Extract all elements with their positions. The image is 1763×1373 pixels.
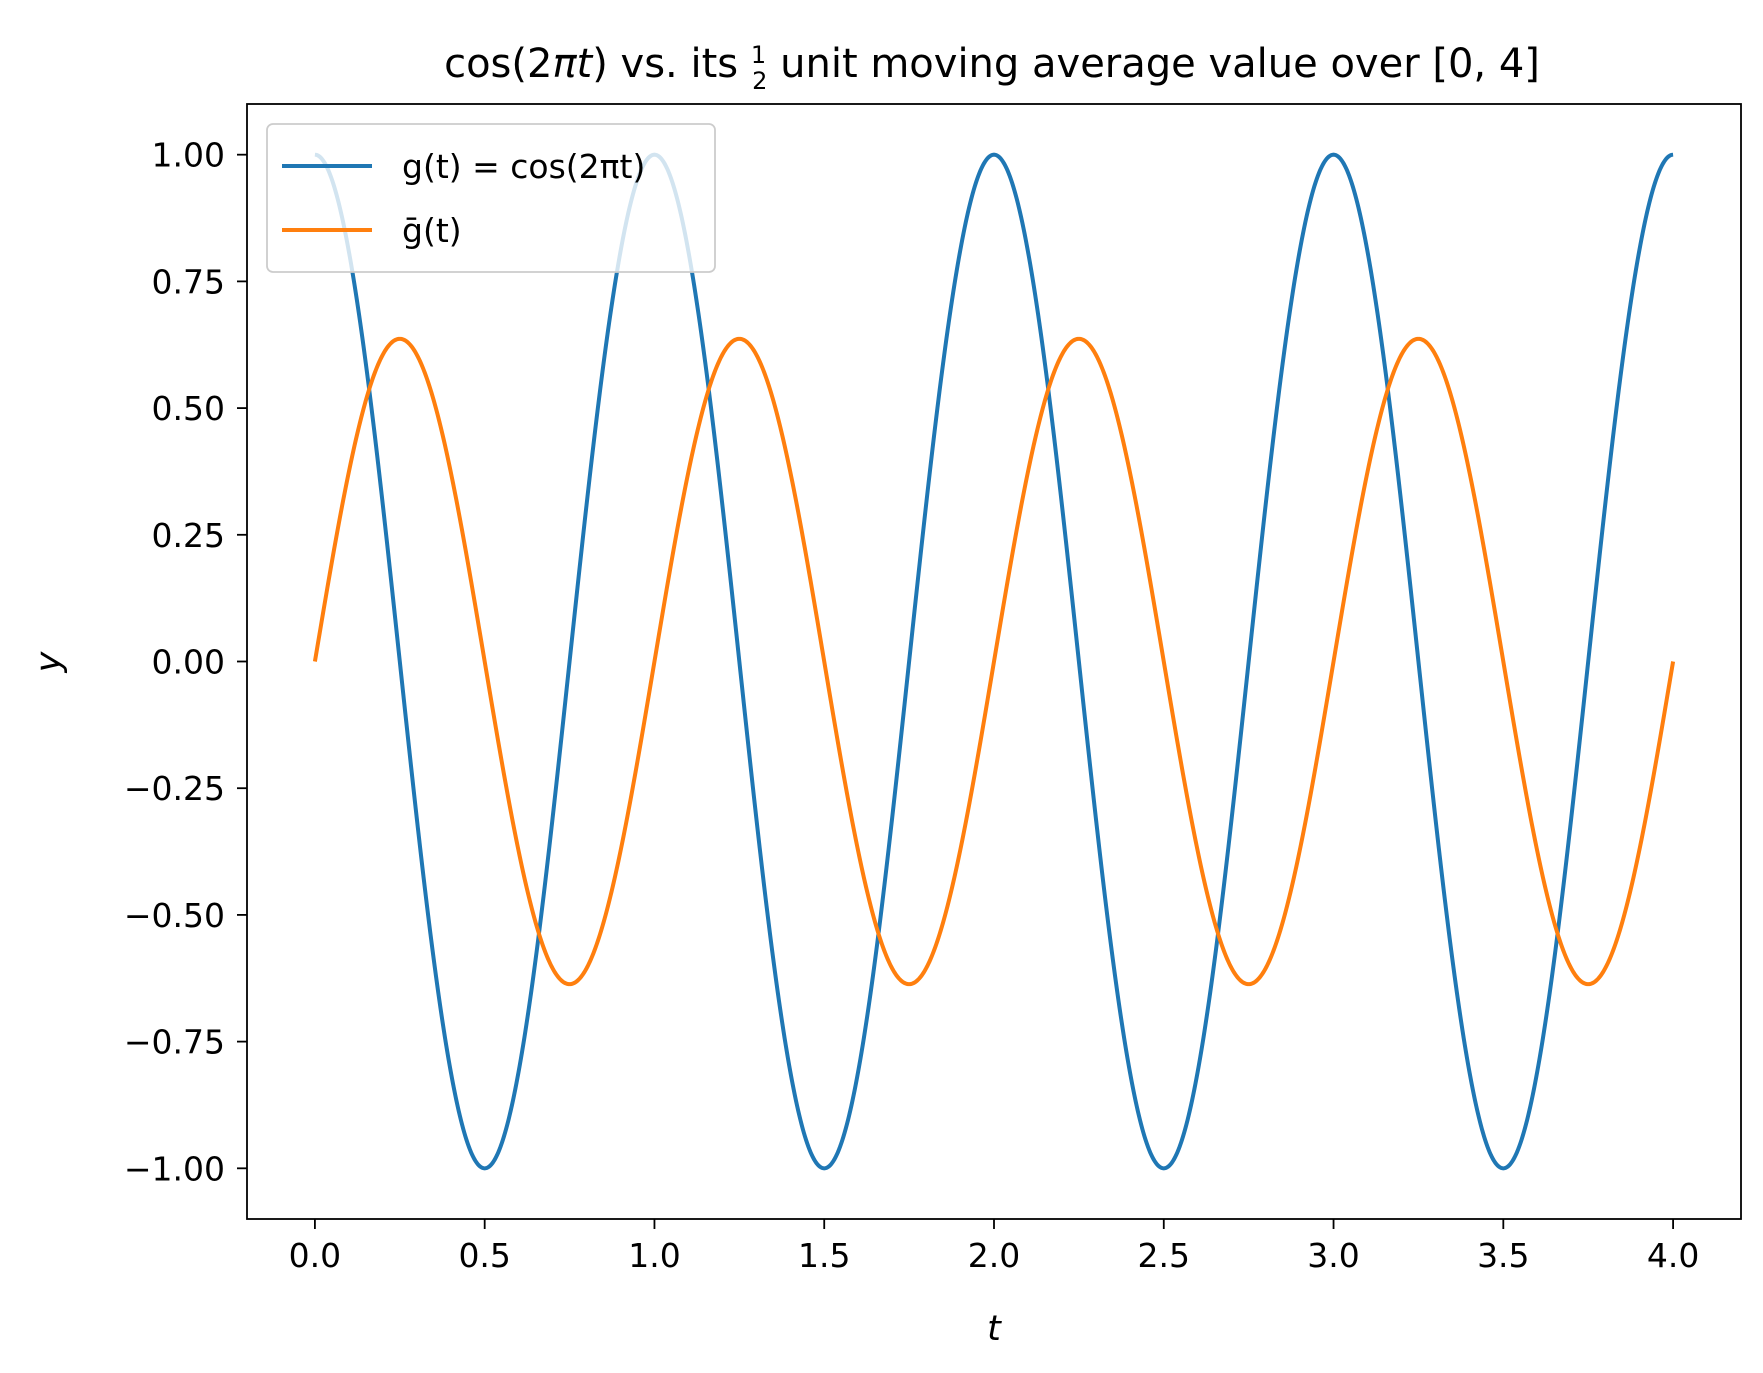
legend: g(t) = cos(2πt) ḡ(t) [266,123,716,273]
legend-entry-gbar: ḡ(t) [402,211,462,250]
x-tick-label: 3.0 [1307,1236,1359,1275]
x-tick-label: 0.5 [458,1236,510,1275]
series-layer [312,152,1676,1171]
y-tick-label: −1.00 [124,1149,225,1188]
y-tick-label: −0.50 [124,896,225,935]
x-axis-ticks: 0.0 0.5 1.0 1.5 2.0 2.5 3.0 3.5 4.0 [289,1219,1699,1275]
x-tick-label: 0.0 [289,1236,341,1275]
y-tick-label: 0.00 [152,643,225,682]
y-axis-label: y [29,650,69,673]
title-frac-num: 1 [751,41,766,69]
x-tick-label: 1.0 [628,1236,680,1275]
title-pi: πt [552,41,593,87]
title-suffix: unit moving average value over [0, 4] [767,41,1540,87]
x-tick-label: 1.5 [798,1236,850,1275]
x-tick-label: 4.0 [1647,1236,1699,1275]
y-tick-label: 0.25 [152,516,225,555]
y-tick-label: 0.50 [152,389,225,428]
x-tick-label: 3.5 [1477,1236,1529,1275]
title-prefix: cos(2 [444,41,552,87]
y-tick-label: 1.00 [152,136,225,175]
x-axis-label: t [987,1309,1002,1349]
y-tick-label: −0.75 [124,1023,225,1062]
legend-box [266,123,716,273]
y-tick-label: 0.75 [152,262,225,301]
title-frac-den: 2 [752,67,767,95]
x-tick-label: 2.5 [1138,1236,1190,1275]
y-axis-ticks: 1.00 0.75 0.50 0.25 0.00 −0.25 −0.50 −0.75 −1.00 [124,136,247,1188]
series-line-1 [312,336,1676,987]
x-tick-label: 2.0 [968,1236,1020,1275]
title-mid: ) vs. its [592,41,751,87]
y-tick-label: −0.25 [124,769,225,808]
series-line-0 [314,152,1674,1171]
legend-entry-g: g(t) = cos(2πt) [402,147,645,186]
